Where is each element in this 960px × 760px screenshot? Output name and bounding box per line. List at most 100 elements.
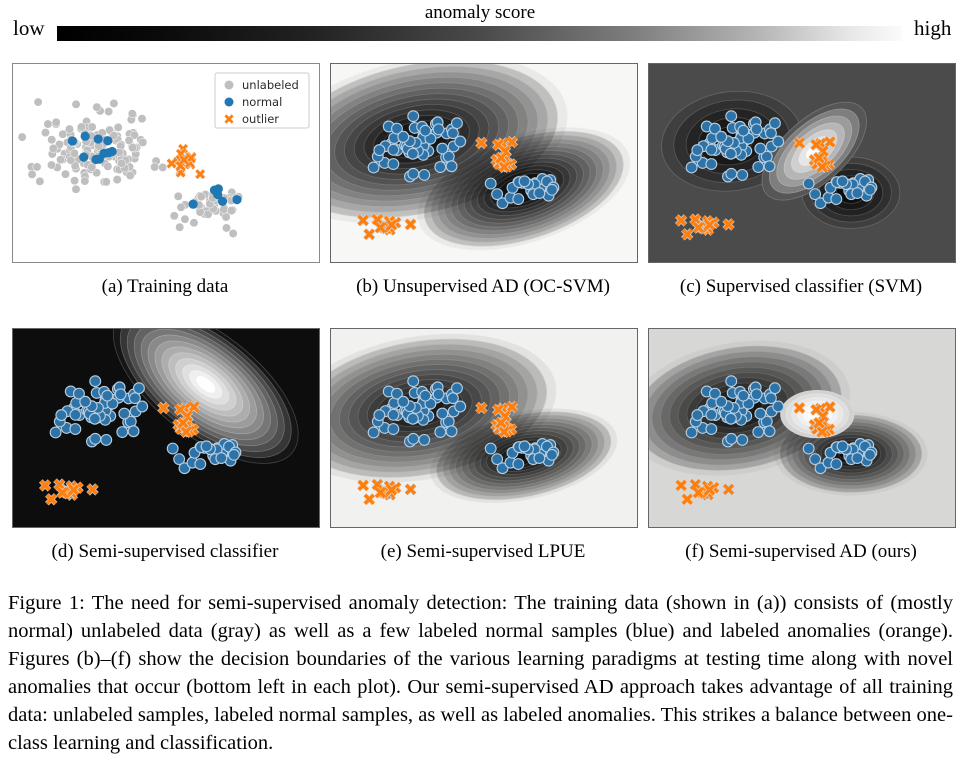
normal-point	[724, 147, 737, 160]
outlier-x-marker	[498, 161, 510, 173]
normal-point	[725, 167, 738, 180]
normal-point	[79, 152, 89, 162]
unlabeled-point	[61, 169, 70, 179]
points-outlier-train	[157, 400, 201, 439]
outlier-x-marker	[56, 486, 69, 499]
points-outlier-novel	[674, 213, 735, 241]
normal-point	[178, 462, 191, 475]
unlabeled-point	[70, 176, 80, 186]
normal-point	[418, 168, 431, 181]
normal-point	[750, 123, 763, 136]
outlier-x-marker	[386, 219, 398, 231]
normal-point	[763, 160, 776, 173]
normal-point	[200, 440, 213, 453]
normal-point	[772, 135, 785, 148]
unlabeled-point	[77, 122, 86, 132]
normal-point	[545, 183, 558, 196]
normal-point	[116, 426, 129, 438]
normal-point	[436, 142, 449, 155]
normal-point	[173, 453, 186, 466]
normal-point	[809, 453, 822, 466]
normal-point	[863, 183, 876, 196]
outlier-x-marker	[45, 493, 57, 505]
normal-point	[764, 127, 777, 140]
normal-point	[434, 161, 447, 173]
unlabeled-point	[137, 114, 147, 124]
unlabeled-point	[219, 204, 229, 214]
points-outlier-novel	[674, 478, 735, 506]
points-outlier-train	[793, 135, 837, 174]
outlier-x-marker	[86, 483, 99, 495]
normal-point	[114, 388, 127, 401]
subcaption-d: (d) Semi-supervised classifier	[51, 541, 279, 562]
subcaption-e: (e) Semi-supervised LPUE	[380, 541, 586, 562]
normal-point	[863, 448, 876, 461]
normal-point	[136, 400, 149, 413]
normal-point	[685, 161, 698, 174]
points-normal	[685, 110, 878, 210]
normal-point	[715, 130, 728, 143]
normal-point	[432, 388, 445, 401]
unlabeled-point	[87, 162, 97, 172]
unlabeled-point	[51, 117, 61, 127]
normal-point	[445, 425, 458, 438]
unlabeled-point	[32, 162, 42, 172]
unlabeled-point	[169, 211, 179, 221]
normal-point	[407, 110, 420, 123]
panel-a-training-data: unlabeled normal outlier	[12, 63, 320, 263]
outlier-x-marker	[404, 483, 417, 495]
unlabeled-point	[127, 109, 137, 119]
legend-unlabeled-icon	[224, 80, 234, 90]
outlier-x-marker	[363, 228, 375, 240]
points-outlier-novel	[356, 213, 417, 241]
unlabeled-point	[47, 160, 56, 170]
unlabeled-point	[173, 191, 183, 201]
outlier-x-marker	[506, 136, 518, 148]
points-outlier-novel	[38, 478, 99, 506]
normal-point	[89, 375, 102, 388]
normal-point	[49, 426, 62, 439]
normal-point	[836, 175, 849, 188]
outlier-x-marker	[793, 137, 806, 149]
normal-point	[387, 408, 400, 421]
points-outlier-train	[793, 400, 837, 439]
normal-point	[518, 440, 531, 453]
normal-point	[768, 382, 781, 395]
unlabeled-point	[117, 158, 127, 168]
normal-point	[166, 442, 179, 455]
normal-point	[814, 197, 827, 210]
normal-point	[512, 458, 525, 470]
unlabeled-point	[196, 192, 206, 202]
unlabeled-point	[43, 119, 53, 129]
normal-point	[391, 387, 403, 400]
normal-point	[188, 199, 198, 209]
normal-point	[454, 135, 467, 148]
normal-point	[454, 400, 467, 413]
unlabeled-point	[65, 124, 74, 134]
points-normal	[367, 375, 560, 475]
colorbar-title: anomaly score	[424, 2, 536, 23]
outlier-x-marker	[681, 493, 693, 505]
normal-point	[227, 448, 240, 461]
unlabeled-point	[180, 214, 190, 224]
normal-point	[484, 177, 497, 190]
plot-d	[13, 329, 319, 527]
normal-point	[752, 426, 765, 438]
outlier-x-marker	[357, 479, 369, 492]
outlier-x-marker	[704, 219, 716, 231]
subcaption-c: (c) Supervised classifier (SVM)	[679, 276, 923, 297]
outlier-x-marker	[357, 214, 369, 227]
normal-point	[419, 124, 432, 137]
normal-point	[725, 432, 738, 445]
plot-b	[331, 64, 637, 262]
normal-point	[445, 160, 458, 173]
outlier-x-marker	[179, 155, 189, 165]
unlabeled-point	[71, 184, 81, 194]
outlier-x-marker	[68, 484, 80, 496]
points-normal	[367, 110, 560, 210]
outlier-x-marker	[816, 426, 828, 438]
outlier-x-marker	[195, 169, 206, 180]
subcaption-b: (b) Unsupervised AD (OC-SVM)	[356, 276, 610, 297]
unlabeled-point	[113, 122, 123, 132]
unlabeled-point	[222, 223, 231, 233]
